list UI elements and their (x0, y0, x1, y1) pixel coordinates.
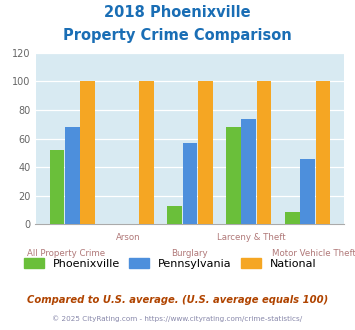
Bar (65, 127, 80, 224)
Text: Larceny & Theft: Larceny & Theft (217, 233, 286, 242)
Bar (316, 82, 330, 224)
Bar (226, 127, 241, 224)
Bar (182, 143, 197, 224)
Text: Compared to U.S. average. (U.S. average equals 100): Compared to U.S. average. (U.S. average … (27, 295, 328, 305)
Bar (257, 82, 272, 224)
Text: 2018 Phoenixville: 2018 Phoenixville (104, 5, 251, 20)
Text: All Property Crime: All Property Crime (27, 249, 105, 258)
Bar (198, 82, 213, 224)
Bar (285, 212, 300, 224)
Bar (167, 206, 182, 224)
Legend: Phoenixville, Pennsylvania, National: Phoenixville, Pennsylvania, National (20, 254, 321, 273)
Bar (139, 82, 154, 224)
Text: Motor Vehicle Theft: Motor Vehicle Theft (272, 249, 355, 258)
Bar (80, 82, 95, 224)
Bar (241, 118, 256, 224)
Text: Arson: Arson (116, 233, 141, 242)
Text: Property Crime Comparison: Property Crime Comparison (63, 28, 292, 43)
Text: Burglary: Burglary (171, 249, 208, 258)
Bar (300, 159, 315, 224)
Bar (50, 150, 64, 224)
Text: © 2025 CityRating.com - https://www.cityrating.com/crime-statistics/: © 2025 CityRating.com - https://www.city… (53, 315, 302, 322)
